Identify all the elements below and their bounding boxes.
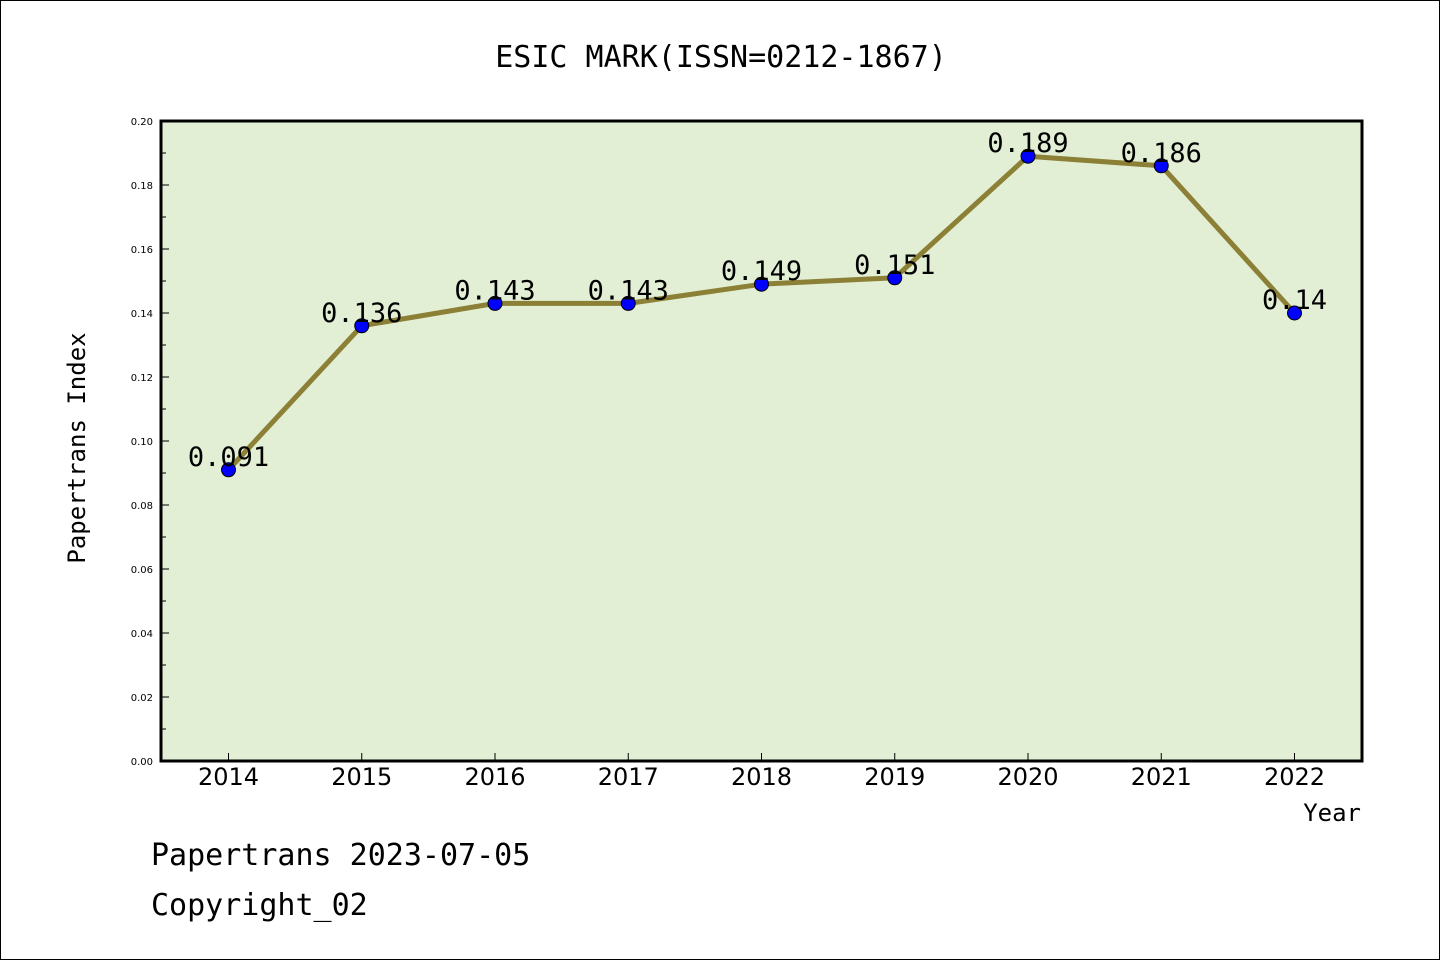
data-label: 0.186 <box>1121 138 1202 169</box>
data-point <box>354 318 370 334</box>
y-tick-label: 0.06 <box>131 565 153 576</box>
data-label: 0.143 <box>588 275 669 306</box>
data-label: 0.151 <box>854 250 935 281</box>
y-tick-label: 0.00 <box>131 757 153 768</box>
data-point <box>1020 148 1036 164</box>
x-tick-label: 2020 <box>997 763 1058 791</box>
data-label: 0.143 <box>454 275 535 306</box>
y-tick-label: 0.12 <box>131 373 153 384</box>
data-label: 0.149 <box>721 256 802 287</box>
x-tick-label: 2022 <box>1264 763 1325 791</box>
x-axis-label: Year <box>1303 799 1361 827</box>
y-tick-label: 0.02 <box>131 693 153 704</box>
footer-copyright: Copyright_02 <box>151 888 368 923</box>
y-tick-label: 0.08 <box>131 501 153 512</box>
data-point <box>1287 305 1302 321</box>
x-tick-label: 2016 <box>464 763 525 791</box>
data-labels-group: 0.091 0.136 0.143 0.143 0.149 0.151 0.189 0.186… <box>188 128 1327 473</box>
footer-date: Papertrans 2023-07-05 <box>151 838 530 873</box>
data-point <box>487 295 503 311</box>
x-tick-label: 2018 <box>731 763 792 791</box>
x-tick-label: 2015 <box>331 763 392 791</box>
plot-area <box>159 119 1364 763</box>
y-tick-label: 0.10 <box>131 437 153 448</box>
data-point <box>221 462 236 478</box>
data-label: 0.136 <box>321 298 402 329</box>
data-point <box>754 276 769 292</box>
x-axis-ticks: 2014 2015 2016 2017 2018 2019 2020 2021 2022 <box>198 753 1325 791</box>
data-point <box>887 270 903 286</box>
chart-title: ESIC MARK(ISSN=0212-1867) <box>495 40 947 75</box>
y-axis-label: Papertrans Index <box>63 332 91 563</box>
data-label: 0.189 <box>987 128 1068 159</box>
x-tick-label: 2017 <box>598 763 659 791</box>
y-tick-label: 0.14 <box>131 309 153 320</box>
x-tick-label: 2021 <box>1131 763 1192 791</box>
y-tick-label: 0.18 <box>131 181 153 192</box>
data-points-group <box>221 148 1302 478</box>
y-axis-ticks: 0.00 0.02 0.04 0.06 0.08 0.10 0.12 0.14 0.16 0.18… <box>131 117 169 768</box>
x-tick-label: 2014 <box>198 763 259 791</box>
data-point <box>620 295 636 311</box>
y-tick-label: 0.20 <box>131 117 153 128</box>
data-label: 0.091 <box>188 442 269 473</box>
y-tick-label: 0.16 <box>131 245 153 256</box>
data-label: 0.14 <box>1262 285 1327 316</box>
y-tick-label: 0.04 <box>131 629 153 640</box>
x-tick-label: 2019 <box>864 763 925 791</box>
data-point <box>1153 158 1169 174</box>
